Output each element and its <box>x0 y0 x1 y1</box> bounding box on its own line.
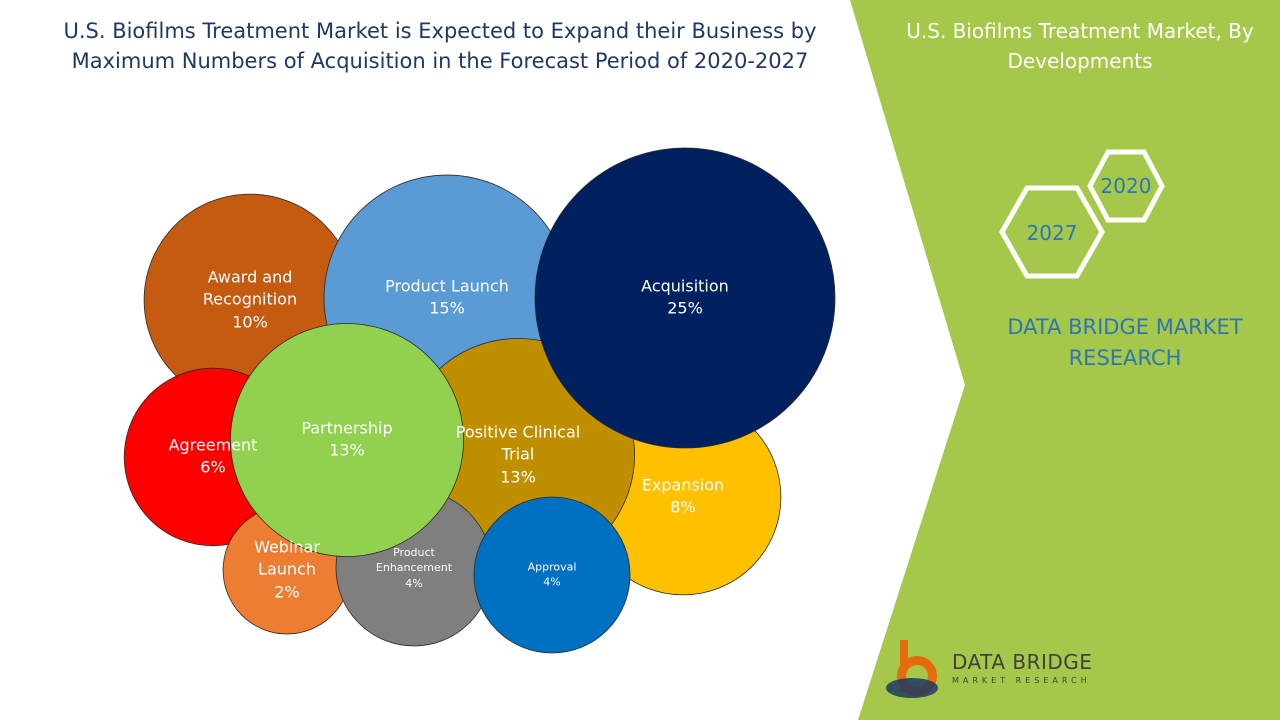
bubble-label: Expansion 8% <box>628 475 738 520</box>
bubble-label: Product Enhancement 4% <box>369 545 459 591</box>
category-label: Positive Clinical Trial <box>455 422 581 464</box>
value-label: 6% <box>200 458 226 477</box>
bubble <box>534 147 836 449</box>
category-label: Approval <box>527 560 577 574</box>
year-label: 2020 <box>1101 174 1152 198</box>
logo-name: DATA BRIDGE <box>952 650 1093 674</box>
value-label: 8% <box>670 498 696 517</box>
category-label: Product Enhancement <box>375 545 453 575</box>
logo-icon <box>886 640 938 698</box>
category-label: Webinar Launch <box>254 537 320 579</box>
value-label: 10% <box>232 312 268 332</box>
value-label: 4% <box>405 576 423 590</box>
value-label: 25% <box>667 299 703 318</box>
bubble-label: Award and Recognition 10% <box>195 266 305 333</box>
bubble-label: Approval 4% <box>507 560 597 591</box>
logo-tagline: MARKET RESEARCH <box>952 676 1091 685</box>
value-label: 2% <box>274 582 300 602</box>
bubble-label: Partnership 13% <box>277 418 417 463</box>
category-label: Partnership <box>301 418 393 438</box>
bubble <box>230 323 464 557</box>
category-label: Award and Recognition <box>202 267 298 309</box>
category-label: Product Launch <box>385 276 509 296</box>
value-label: 13% <box>500 467 536 487</box>
value-label: 4% <box>543 576 561 589</box>
bubble-label: Positive Clinical Trial 13% <box>453 421 583 488</box>
category-label: Agreement <box>168 435 258 455</box>
category-label: Acquisition <box>641 276 729 296</box>
side-panel-bg <box>850 0 1280 720</box>
brand-text: DATA BRIDGE MARKET RESEARCH <box>1007 315 1243 370</box>
bubbles <box>123 147 836 654</box>
bubble-label: Webinar Launch 2% <box>242 536 332 603</box>
hexagon <box>1087 149 1165 223</box>
bubble-label: Product Launch 15% <box>377 276 517 321</box>
hexagon <box>999 185 1105 279</box>
value-label: 15% <box>429 299 465 318</box>
side-title: U.S. Biofilms Treatment Market, By Devel… <box>906 19 1254 73</box>
bubble <box>473 496 631 654</box>
bubble-label: Agreement 6% <box>168 435 258 480</box>
chart-title: U.S. Biofilms Treatment Market is Expect… <box>63 19 817 73</box>
year-label: 2027 <box>1027 221 1078 245</box>
bubble-label: Acquisition 25% <box>615 276 755 321</box>
value-label: 13% <box>329 441 365 460</box>
category-label: Expansion <box>641 475 725 495</box>
